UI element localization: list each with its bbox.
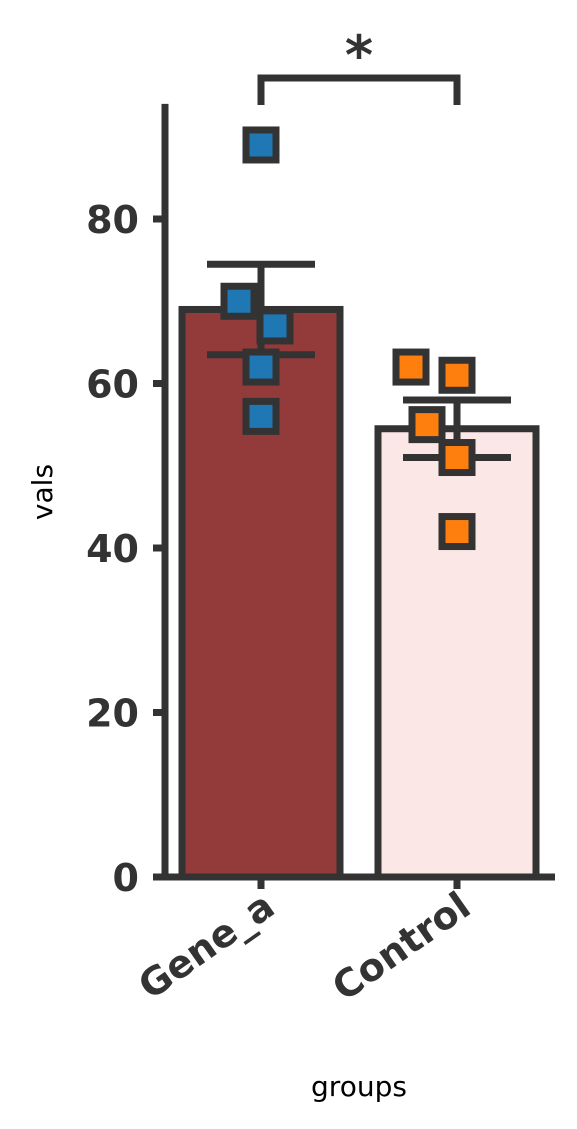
data-point-gene-a	[242, 397, 280, 435]
data-point-gene-a	[256, 307, 294, 345]
significance-bracket	[257, 74, 461, 105]
data-point-control	[408, 406, 446, 444]
y-axis-title: vals	[26, 464, 59, 520]
data-point-gene-a	[220, 282, 258, 320]
data-point-control	[392, 348, 430, 386]
y-tick-label: 20	[86, 692, 139, 736]
significance-label: *	[345, 24, 373, 87]
y-tick-label: 80	[86, 198, 139, 242]
data-point-control	[438, 356, 476, 394]
significance-layer: *	[257, 24, 461, 105]
points-layer	[220, 126, 476, 551]
data-point-gene-a	[242, 126, 280, 164]
y-tick-label: 40	[86, 527, 139, 571]
y-tick-label: 0	[113, 856, 139, 900]
x-tick-label-control: Control	[324, 883, 478, 1009]
data-point-gene-a	[242, 348, 280, 386]
bar-gene-a	[178, 305, 344, 881]
x-tick-label-gene-a: Gene_a	[130, 883, 282, 1008]
bar-control	[374, 425, 540, 881]
data-point-control	[438, 513, 476, 551]
data-point-control	[438, 439, 476, 477]
x-axis-title: groups	[311, 1070, 407, 1103]
bars-layer	[178, 305, 540, 881]
y-tick-label: 60	[86, 363, 139, 407]
